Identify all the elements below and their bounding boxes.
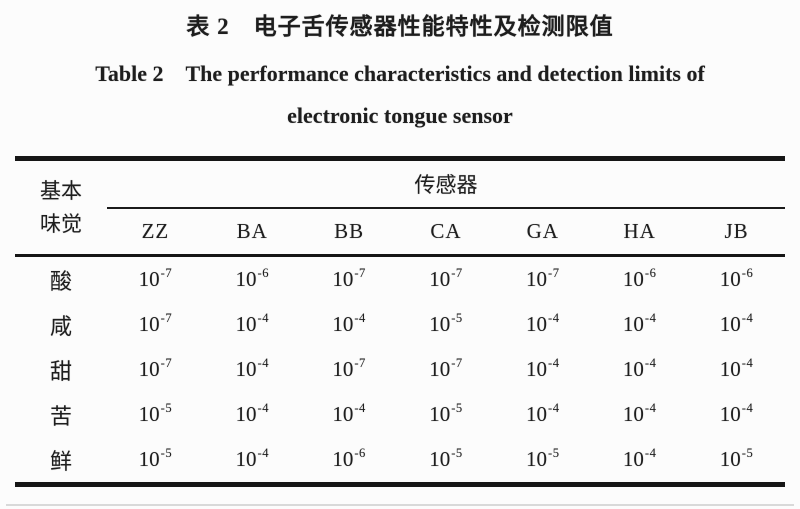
column-header: HA xyxy=(623,219,656,243)
cell-value: 10-4 xyxy=(235,446,270,471)
cell-value: 10-5 xyxy=(138,401,173,426)
cell-value: 10-4 xyxy=(235,311,270,336)
cell-value: 10-4 xyxy=(235,401,270,426)
page-bottom-edge xyxy=(6,504,794,506)
column-header: JB xyxy=(724,219,749,243)
table-row: 酸 10-7 10-6 10-7 10-7 10-7 10-6 10-6 xyxy=(15,256,785,303)
cell-value: 10-5 xyxy=(138,446,173,471)
cell-value: 10-6 xyxy=(622,266,657,291)
cell-value: 10-4 xyxy=(332,311,366,336)
column-header: CA xyxy=(430,219,462,243)
table-row: 鲜 10-5 10-4 10-6 10-5 10-5 10-4 10-5 xyxy=(15,437,785,485)
cell-value: 10-4 xyxy=(526,401,560,426)
row-header-taste: 酸 xyxy=(49,268,72,294)
cell-value: 10-4 xyxy=(622,356,657,381)
row-header-taste: 咸 xyxy=(49,313,72,339)
cell-value: 10-4 xyxy=(719,356,754,381)
row-header-title: 基本 味觉 xyxy=(15,159,107,256)
sensor-group-header: 传感器 xyxy=(107,158,785,209)
cell-value: 10-4 xyxy=(719,401,754,426)
column-header: GA xyxy=(526,219,559,243)
cell-value: 10-5 xyxy=(429,446,463,471)
cell-value: 10-7 xyxy=(526,266,560,291)
sensor-columns-row: ZZ BA BB CA GA HA JB xyxy=(15,208,785,256)
column-header: ZZ xyxy=(141,219,170,243)
table-title-english-line1: Table 2 The performance characteristics … xyxy=(95,61,705,86)
cell-value: 10-4 xyxy=(526,311,560,336)
row-header-title-line2: 味觉 xyxy=(40,211,82,236)
group-header-row: 基本 味觉 传感器 xyxy=(15,158,785,236)
cell-value: 10-5 xyxy=(429,401,463,426)
cell-value: 10-5 xyxy=(429,311,463,336)
cell-value: 10-6 xyxy=(719,266,754,291)
cell-value: 10-4 xyxy=(235,356,270,381)
cell-value: 10-7 xyxy=(138,266,173,291)
cell-value: 10-7 xyxy=(332,266,366,291)
cell-value: 10-7 xyxy=(429,356,463,381)
cell-value: 10-6 xyxy=(235,266,270,291)
cell-value: 10-7 xyxy=(138,356,173,381)
cell-value: 10-6 xyxy=(332,446,366,471)
cell-value: 10-7 xyxy=(138,311,173,336)
row-header-taste: 苦 xyxy=(49,403,72,429)
cell-value: 10-4 xyxy=(622,311,657,336)
cell-value: 10-4 xyxy=(622,401,657,426)
table-title-chinese: 表 2 电子舌传感器性能特性及检测限值 xyxy=(186,14,614,39)
table-row: 甜 10-7 10-4 10-7 10-7 10-4 10-4 10-4 xyxy=(15,347,785,392)
cell-value: 10-4 xyxy=(332,401,366,426)
cell-value: 10-4 xyxy=(526,356,560,381)
column-header: BA xyxy=(236,219,268,243)
table-title-english-line2: electronic tongue sensor xyxy=(287,103,513,128)
row-header-taste: 甜 xyxy=(49,358,72,384)
sensor-detection-limits-table: 基本 味觉 传感器 ZZ BA BB CA GA HA JB 酸 10-7 10-6 10-7 10… xyxy=(15,156,785,487)
row-header-title-line1: 基本 xyxy=(40,178,82,203)
row-header-taste: 鲜 xyxy=(49,448,72,474)
table-body: 酸 10-7 10-6 10-7 10-7 10-7 10-6 10-6 咸 10-7 10-4 10… xyxy=(15,256,785,485)
cell-value: 10-4 xyxy=(719,311,754,336)
cell-value: 10-5 xyxy=(719,446,754,471)
cell-value: 10-7 xyxy=(332,356,366,381)
cell-value: 10-7 xyxy=(429,266,463,291)
cell-value: 10-4 xyxy=(622,446,657,471)
table-row: 咸 10-7 10-4 10-4 10-5 10-4 10-4 10-4 xyxy=(15,302,785,347)
table-row: 苦 10-5 10-4 10-4 10-5 10-4 10-4 10-4 xyxy=(15,392,785,437)
column-header: BB xyxy=(334,219,365,243)
cell-value: 10-5 xyxy=(526,446,560,471)
